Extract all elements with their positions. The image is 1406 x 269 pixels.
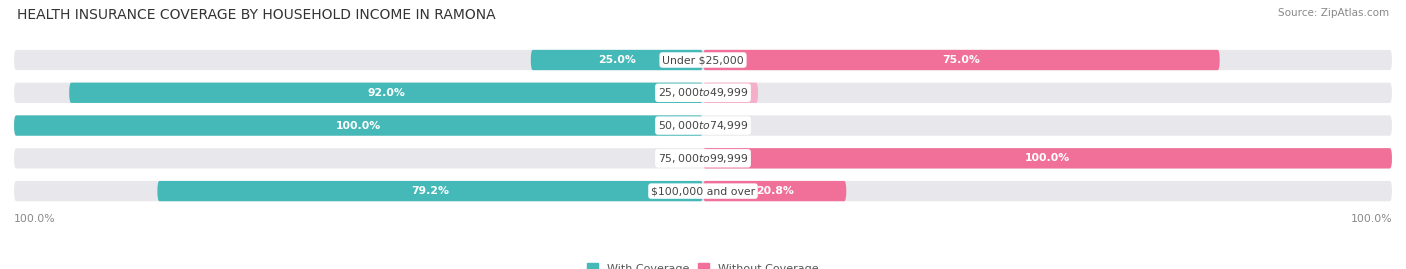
FancyBboxPatch shape [14, 115, 703, 136]
Text: 0.0%: 0.0% [717, 121, 745, 130]
Text: 0.0%: 0.0% [661, 153, 689, 163]
FancyBboxPatch shape [14, 181, 1392, 201]
Text: $50,000 to $74,999: $50,000 to $74,999 [658, 119, 748, 132]
Text: Under $25,000: Under $25,000 [662, 55, 744, 65]
Text: $25,000 to $49,999: $25,000 to $49,999 [658, 86, 748, 99]
Text: $75,000 to $99,999: $75,000 to $99,999 [658, 152, 748, 165]
Text: 20.8%: 20.8% [755, 186, 793, 196]
FancyBboxPatch shape [14, 148, 1392, 168]
Text: 92.0%: 92.0% [367, 88, 405, 98]
FancyBboxPatch shape [157, 181, 703, 201]
FancyBboxPatch shape [14, 115, 1392, 136]
Text: 100.0%: 100.0% [14, 214, 56, 224]
Text: 100.0%: 100.0% [336, 121, 381, 130]
Text: HEALTH INSURANCE COVERAGE BY HOUSEHOLD INCOME IN RAMONA: HEALTH INSURANCE COVERAGE BY HOUSEHOLD I… [17, 8, 495, 22]
Text: 100.0%: 100.0% [1350, 214, 1392, 224]
Legend: With Coverage, Without Coverage: With Coverage, Without Coverage [582, 259, 824, 269]
FancyBboxPatch shape [703, 181, 846, 201]
Text: 100.0%: 100.0% [1025, 153, 1070, 163]
FancyBboxPatch shape [14, 83, 1392, 103]
Text: Source: ZipAtlas.com: Source: ZipAtlas.com [1278, 8, 1389, 18]
FancyBboxPatch shape [14, 50, 1392, 70]
Text: 75.0%: 75.0% [942, 55, 980, 65]
FancyBboxPatch shape [703, 148, 1392, 168]
Text: 8.0%: 8.0% [716, 88, 745, 98]
FancyBboxPatch shape [703, 83, 758, 103]
Text: $100,000 and over: $100,000 and over [651, 186, 755, 196]
FancyBboxPatch shape [703, 50, 1219, 70]
FancyBboxPatch shape [531, 50, 703, 70]
Text: 79.2%: 79.2% [411, 186, 449, 196]
Text: 25.0%: 25.0% [598, 55, 636, 65]
FancyBboxPatch shape [69, 83, 703, 103]
